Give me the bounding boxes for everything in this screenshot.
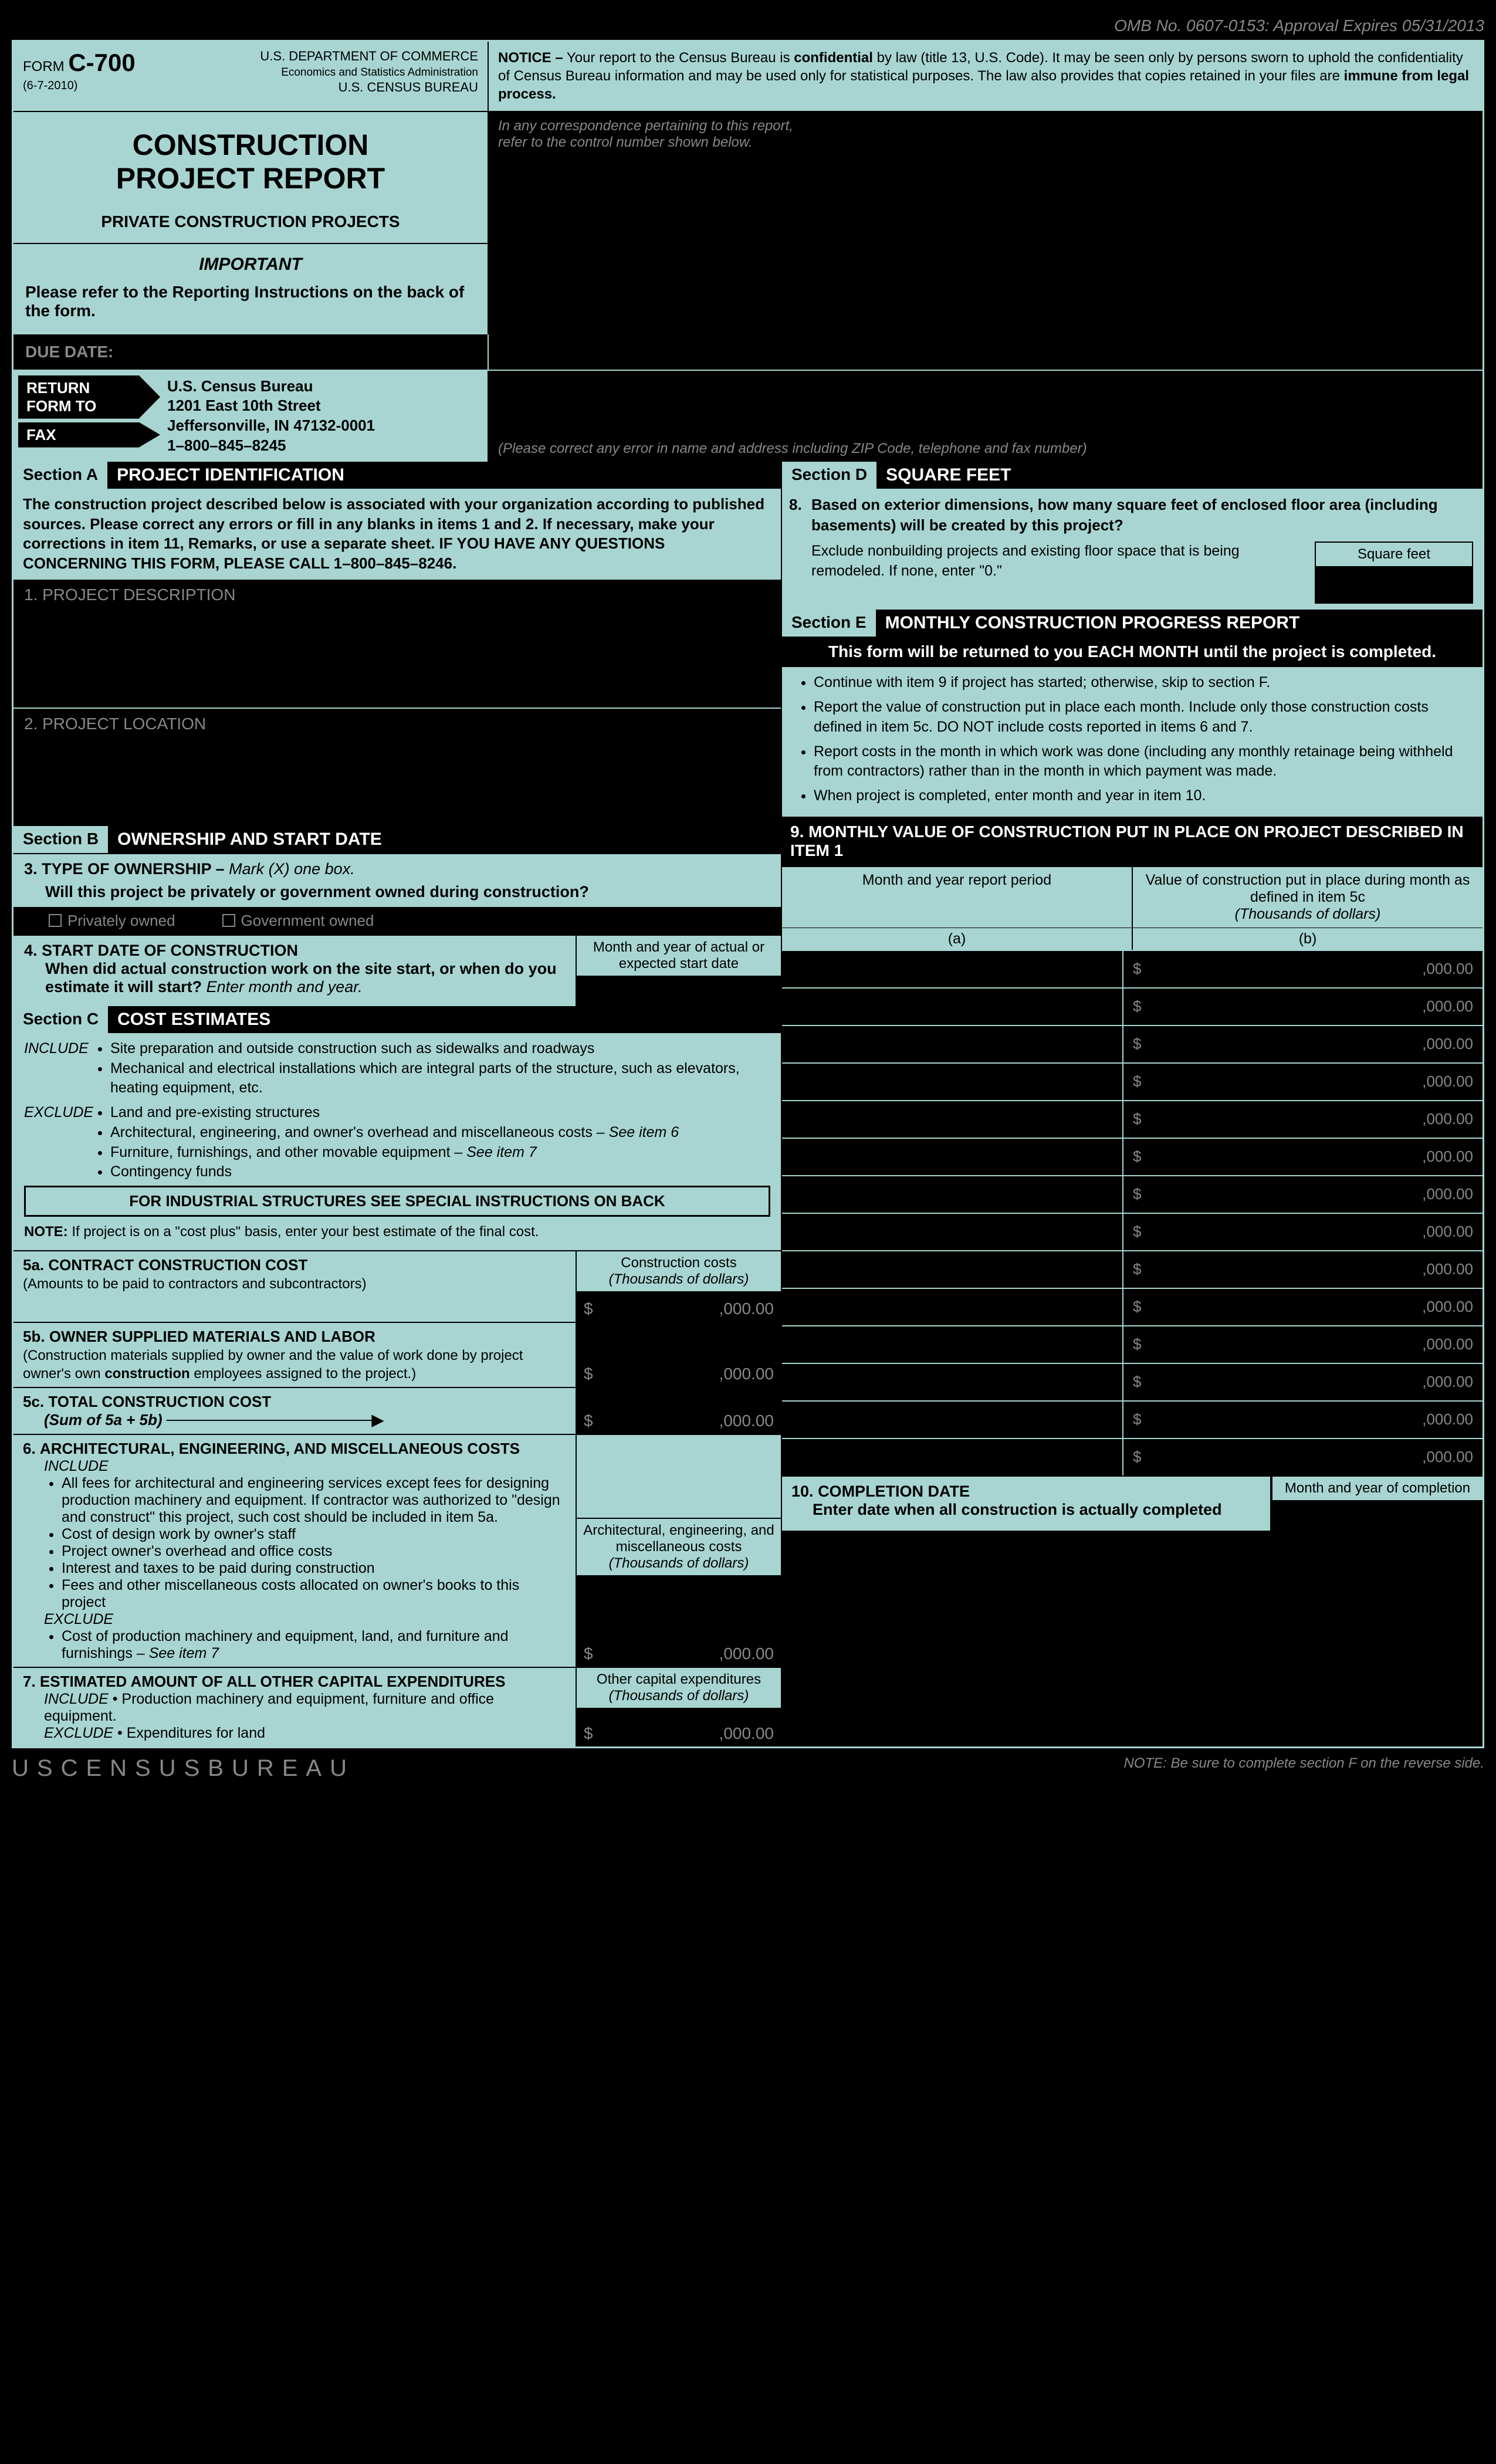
dept-line-2: Economics and Statistics Administration (281, 66, 478, 79)
monthly-value-table: Month and year report period Value of co… (782, 866, 1483, 1475)
month-row[interactable]: $,000.00 (782, 1288, 1483, 1325)
month-row[interactable]: $,000.00 (782, 1438, 1483, 1475)
section-e-tab: Section E (782, 610, 876, 637)
section-a-title: PROJECT IDENTIFICATION (107, 462, 781, 489)
cost-5a-input[interactable]: $,000.00 (577, 1292, 781, 1322)
dept-line-3: U.S. CENSUS BUREAU (339, 80, 478, 94)
month-row[interactable]: $,000.00 (782, 1213, 1483, 1250)
form-subtitle: PRIVATE CONSTRUCTION PROJECTS (23, 212, 478, 231)
sqft-input[interactable] (1316, 567, 1472, 603)
checkbox-government[interactable]: Government owned (222, 912, 374, 930)
checkbox-private[interactable]: Privately owned (49, 912, 175, 930)
start-date-header: Month and year of actual or expected sta… (577, 936, 781, 977)
form-body: FORM C-700 (6-7-2010) U.S. DEPARTMENT OF… (12, 40, 1484, 1748)
section-e-instructions: Continue with item 9 if project has star… (782, 667, 1483, 817)
omb-line: OMB No. 0607-0153: Approval Expires 05/3… (12, 12, 1484, 40)
item-5a: 5a. CONTRACT CONSTRUCTION COST (Amounts … (13, 1250, 781, 1322)
month-row[interactable]: $,000.00 (782, 1400, 1483, 1438)
item-8: 8. Based on exterior dimensions, how man… (782, 489, 1483, 610)
form-number: C-700 (68, 49, 135, 76)
completion-date-input[interactable] (1272, 1501, 1483, 1531)
section-a-intro: The construction project described below… (13, 489, 781, 580)
industrial-note: FOR INDUSTRIAL STRUCTURES SEE SPECIAL IN… (24, 1186, 770, 1217)
return-address: RETURNFORM TO FAX U.S. Census Bureau 120… (13, 371, 489, 462)
important-box: IMPORTANT Please refer to the Reporting … (13, 243, 489, 334)
footer-note: NOTE: Be sure to complete section F on t… (1123, 1755, 1484, 1782)
item-5b: 5b. OWNER SUPPLIED MATERIALS AND LABOR (… (13, 1322, 781, 1387)
month-row[interactable]: $,000.00 (782, 1138, 1483, 1175)
form-id-box: FORM C-700 (6-7-2010) U.S. DEPARTMENT OF… (13, 42, 489, 111)
cost-7-input[interactable]: $,000.00 (577, 1709, 781, 1747)
item-1-desc[interactable]: 1. PROJECT DESCRIPTION (13, 580, 781, 709)
cost-include-exclude: INCLUDE Site preparation and outside con… (13, 1033, 781, 1250)
form-title: CONSTRUCTIONPROJECT REPORT PRIVATE CONST… (13, 111, 489, 243)
ownership-checkboxes: Privately owned Government owned (13, 907, 781, 935)
dept-line-1: U.S. DEPARTMENT OF COMMERCE (260, 49, 478, 63)
form-prefix: FORM (23, 59, 65, 75)
month-row[interactable]: $,000.00 (782, 1175, 1483, 1213)
month-row[interactable]: $,000.00 (782, 1062, 1483, 1100)
section-d-title: SQUARE FEET (876, 462, 1483, 489)
correction-note: (Please correct any error in name and ad… (489, 371, 1483, 462)
section-b-tab: Section B (13, 826, 108, 853)
due-date-label: DUE DATE: (13, 334, 489, 370)
section-c-title: COST ESTIMATES (108, 1006, 781, 1033)
month-row[interactable]: $,000.00 (782, 1325, 1483, 1363)
notice-box: NOTICE – Your report to the Census Burea… (489, 42, 1483, 111)
month-row[interactable]: $,000.00 (782, 987, 1483, 1025)
item-9-header: 9. MONTHLY VALUE OF CONSTRUCTION PUT IN … (782, 817, 1483, 866)
item-7: 7. ESTIMATED AMOUNT OF ALL OTHER CAPITAL… (13, 1667, 781, 1747)
section-e-title: MONTHLY CONSTRUCTION PROGRESS REPORT (876, 610, 1483, 637)
fax-label: FAX (18, 422, 160, 448)
section-b-title: OWNERSHIP AND START DATE (108, 826, 781, 853)
month-row[interactable]: $,000.00 (782, 1100, 1483, 1138)
item-4: 4. START DATE OF CONSTRUCTION When did a… (13, 935, 781, 1006)
item-2-location[interactable]: 2. PROJECT LOCATION (13, 709, 781, 826)
completion-date-header: Month and year of completion (1272, 1477, 1483, 1501)
form-date: (6-7-2010) (23, 79, 77, 92)
month-row[interactable]: $,000.00 (782, 1025, 1483, 1062)
notice-lead: NOTICE – (498, 50, 563, 66)
page-footer: USCENSUSBUREAU NOTE: Be sure to complete… (12, 1748, 1484, 1789)
form-page: OMB No. 0607-0153: Approval Expires 05/3… (12, 12, 1484, 1789)
sqft-header: Square feet (1316, 543, 1472, 567)
correspondence-note: In any correspondence pertaining to this… (489, 111, 1483, 243)
section-a-tab: Section A (13, 462, 107, 489)
monthly-banner: This form will be returned to you EACH M… (782, 637, 1483, 667)
start-date-input[interactable] (577, 977, 781, 1006)
item-6: 6. ARCHITECTURAL, ENGINEERING, AND MISCE… (13, 1434, 781, 1667)
month-row[interactable]: $,000.00 (782, 950, 1483, 987)
section-c-tab: Section C (13, 1006, 108, 1033)
cost-5c-input[interactable]: $,000.00 (577, 1388, 781, 1434)
month-row[interactable]: $,000.00 (782, 1363, 1483, 1400)
item-3: 3. TYPE OF OWNERSHIP – Mark (X) one box.… (13, 853, 781, 907)
month-row[interactable]: $,000.00 (782, 1250, 1483, 1288)
footer-logo-text: USCENSUSBUREAU (12, 1755, 355, 1782)
cost-6-input[interactable]: $,000.00 (577, 1576, 781, 1667)
item-5c: 5c. TOTAL CONSTRUCTION COST (Sum of 5a +… (13, 1387, 781, 1434)
cost-5b-input[interactable]: $,000.00 (577, 1323, 781, 1387)
item-10: 10. COMPLETION DATE Enter date when all … (782, 1475, 1483, 1531)
section-d-tab: Section D (782, 462, 876, 489)
